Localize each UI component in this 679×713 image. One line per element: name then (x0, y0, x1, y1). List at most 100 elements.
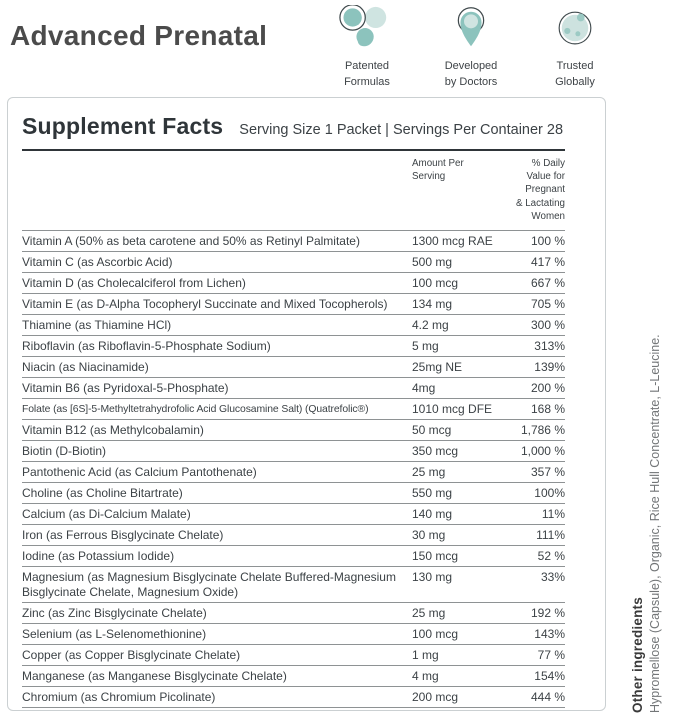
nutrient-amount: 25mg NE (412, 359, 463, 374)
table-row: Magnesium (as Magnesium Bisglycinate Che… (22, 567, 565, 604)
nutrient-daily-value: 357 % (530, 464, 565, 479)
table-row: Vitamin E (as D-Alpha Tocopheryl Succina… (22, 294, 565, 316)
badge-trusted-globally: Trusted Globally (531, 4, 619, 91)
header-divider (22, 149, 565, 151)
nutrient-daily-value: 705 % (530, 296, 565, 311)
nutrient-amount: 100 mcg (412, 626, 459, 641)
nutrient-name: Calcium (as Di-Calcium Malate) (22, 506, 191, 521)
table-row: Molybdenum (as Molybdenum Glycinate Chel… (22, 708, 565, 713)
nutrient-daily-value: 33% (540, 569, 565, 584)
table-row: Niacin (as Niacinamide) 25mg NE 139% (22, 357, 565, 379)
nutrient-amount: 30 mg (412, 527, 446, 542)
nutrient-daily-value: 200 % (530, 380, 565, 395)
nutrient-daily-value: 139% (534, 359, 565, 374)
nutrient-name: Selenium (as L-Selenomethionine) (22, 626, 207, 641)
nutrient-daily-value: 52 % (537, 548, 565, 563)
nutrient-name: Vitamin A (50% as beta carotene and 50% … (22, 233, 360, 248)
nutrient-amount: 140 mg (412, 506, 453, 521)
nutrient-amount: 1010 mcg DFE (412, 401, 493, 416)
nutrient-name: Manganese (as Manganese Bisglycinate Che… (22, 668, 287, 683)
badge-patented-formulas: Patented Formulas (323, 4, 411, 91)
table-row: Copper (as Copper Bisglycinate Chelate) … (22, 645, 565, 667)
nutrient-daily-value: 1,000 % (520, 443, 565, 458)
table-row: Choline (as Choline Bitartrate) 550 mg 1… (22, 483, 565, 505)
nutrient-amount: 4mg (412, 380, 436, 395)
nutrient-daily-value: 192 % (530, 605, 565, 620)
nutrient-daily-value: 444 % (530, 689, 565, 704)
nutrient-amount: 100 mcg (412, 275, 459, 290)
nutrient-name: Molybdenum (as Molybdenum Glycinate Chel… (22, 711, 412, 713)
nutrient-amount: 1 mg (412, 647, 439, 662)
nutrient-name: Niacin (as Niacinamide) (22, 359, 149, 374)
table-row: Zinc (as Zinc Bisglycinate Chelate) 25 m… (22, 603, 565, 625)
nutrient-daily-value: 313% (534, 338, 565, 353)
nutrient-amount: 5 mg (412, 338, 439, 353)
badge-label: Patented Formulas (344, 60, 390, 88)
nutrient-name: Copper (as Copper Bisglycinate Chelate) (22, 647, 241, 662)
nutrient-name: Pantothenic Acid (as Calcium Pantothenat… (22, 464, 257, 479)
table-row: Thiamine (as Thiamine HCl) 4.2 mg 300 % (22, 315, 565, 337)
badge-label: Developed by Doctors (444, 60, 498, 88)
table-row: Manganese (as Manganese Bisglycinate Che… (22, 666, 565, 688)
other-ingredients-block: Other ingredients Hypromellose (Capsule)… (630, 305, 679, 713)
nutrient-name: Choline (as Choline Bitartrate) (22, 485, 183, 500)
table-row: Chromium (as Chromium Picolinate) 200 mc… (22, 687, 565, 709)
nutrient-daily-value: 100% (534, 485, 565, 500)
nutrient-daily-value: 100 % (530, 233, 565, 248)
table-row: Pantothenic Acid (as Calcium Pantothenat… (22, 462, 565, 484)
nutrient-name: Thiamine (as Thiamine HCl) (22, 317, 172, 332)
nutrient-name: Vitamin E (as D-Alpha Tocopheryl Succina… (22, 296, 388, 311)
nutrient-amount: 134 mg (412, 296, 453, 311)
page-title: Advanced Prenatal (10, 20, 268, 51)
table-row: Vitamin C (as Ascorbic Acid) 500 mg 417 … (22, 252, 565, 274)
nutrient-name: Chromium (as Chromium Picolinate) (22, 689, 216, 704)
nutrient-amount: 25 mg (412, 605, 446, 620)
supplement-facts-header: Supplement Facts Serving Size 1 Packet |… (22, 98, 565, 140)
nutrient-daily-value: 77 % (537, 647, 565, 662)
other-ingredients-text: Hypromellose (Capsule), Organic, Rice Hu… (648, 334, 662, 713)
nutrient-daily-value: 417 % (530, 254, 565, 269)
table-row: Vitamin D (as Cholecalciferol from Liche… (22, 273, 565, 295)
nutrient-daily-value: 143% (534, 626, 565, 641)
nutrient-amount: 200 mcg (412, 689, 459, 704)
daily-value-column-header: % Daily Value for Pregnant & Lactating W… (515, 158, 565, 222)
table-row: Biotin (D-Biotin) 350 mcg 1,000 % (22, 441, 565, 463)
table-row: Vitamin A (50% as beta carotene and 50% … (22, 231, 565, 253)
nutrient-daily-value: 168 % (530, 401, 565, 416)
capsule-drop-icon (448, 4, 494, 54)
table-row: Selenium (as L-Selenomethionine) 100 mcg… (22, 624, 565, 646)
table-row: Vitamin B6 (as Pyridoxal-5-Phosphate) 4m… (22, 378, 565, 400)
supplement-facts-title: Supplement Facts (22, 113, 224, 139)
nutrient-amount: 4 mg (412, 668, 439, 683)
table-row: Iodine (as Potassium Iodide) 150 mcg 52 … (22, 546, 565, 568)
nutrient-amount: 500 mg (412, 254, 453, 269)
nutrient-daily-value: 300 % (530, 317, 565, 332)
nutrient-amount: 50 mcg (412, 422, 452, 437)
nutrient-amount: 25 mcg (412, 711, 512, 713)
nutrient-amount: 130 mg (412, 569, 453, 584)
nutrient-amount: 1300 mcg RAE (412, 233, 493, 248)
nutrient-daily-value: 11% (541, 506, 565, 521)
table-row: Calcium (as Di-Calcium Malate) 140 mg 11… (22, 504, 565, 526)
nutrient-name: Zinc (as Zinc Bisglycinate Chelate) (22, 605, 207, 620)
nutrient-amount: 150 mcg (412, 548, 459, 563)
nutrient-daily-value: 667 % (530, 275, 565, 290)
molecule-icon (336, 4, 398, 54)
other-ingredients-heading: Other ingredients (630, 597, 645, 713)
table-row: Riboflavin (as Riboflavin-5-Phosphate So… (22, 336, 565, 358)
table-row: Vitamin B12 (as Methylcobalamin) 50 mcg … (22, 420, 565, 442)
nutrient-daily-value: 1,786 % (520, 422, 565, 437)
nutrient-daily-value: 50% (512, 711, 565, 713)
nutrient-name: Riboflavin (as Riboflavin-5-Phosphate So… (22, 338, 271, 353)
nutrient-amount: 350 mcg (412, 443, 459, 458)
nutrient-amount: 4.2 mg (412, 317, 449, 332)
badge-label: Trusted Globally (555, 60, 595, 88)
globe-icon (551, 4, 599, 54)
nutrient-name: Vitamin B12 (as Methylcobalamin) (22, 422, 204, 437)
nutrient-name: Vitamin D (as Cholecalciferol from Liche… (22, 275, 246, 290)
nutrient-amount: 25 mg (412, 464, 446, 479)
nutrient-name: Vitamin C (as Ascorbic Acid) (22, 254, 173, 269)
nutrient-name: Biotin (D-Biotin) (22, 443, 107, 458)
badge-row: Patented Formulas Developed by Doctors (323, 4, 619, 91)
